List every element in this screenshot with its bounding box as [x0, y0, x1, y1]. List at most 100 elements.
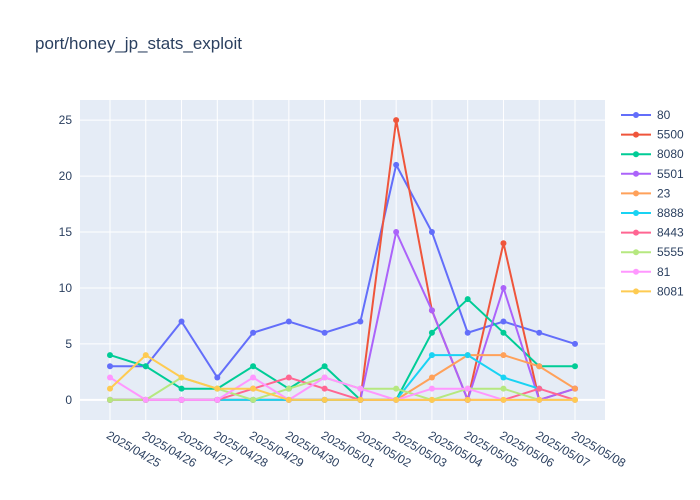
series-points: [107, 117, 578, 403]
data-point-port-8888[interactable]: [428, 352, 435, 359]
legend-item-port-5555[interactable]: 5555: [621, 245, 684, 259]
data-point-port-81[interactable]: [142, 396, 149, 403]
legend-swatch-marker: [633, 249, 639, 256]
data-point-port-80[interactable]: [107, 363, 113, 370]
data-point-port-8080[interactable]: [250, 363, 257, 370]
data-point-port-5501[interactable]: [500, 284, 507, 291]
data-point-port-8081[interactable]: [285, 396, 292, 403]
legend-swatch-marker: [633, 229, 639, 236]
data-point-port-8443[interactable]: [285, 374, 292, 381]
data-point-port-81[interactable]: [178, 396, 185, 403]
data-point-port-81[interactable]: [464, 385, 471, 392]
data-point-port-80[interactable]: [285, 318, 292, 325]
data-point-port-81[interactable]: [214, 396, 221, 403]
data-point-port-8080[interactable]: [321, 363, 328, 370]
data-point-port-5555[interactable]: [107, 396, 113, 403]
data-point-port-5501[interactable]: [393, 229, 400, 236]
y-tick-label: 5: [65, 337, 72, 351]
data-point-port-23[interactable]: [428, 374, 435, 381]
data-point-port-8080[interactable]: [500, 329, 507, 336]
legend-swatch-marker: [633, 210, 639, 216]
legend-item-port-8080[interactable]: 8080: [621, 147, 684, 161]
legend-label: 8443: [657, 226, 684, 240]
data-point-port-8080[interactable]: [428, 329, 435, 336]
data-point-port-81[interactable]: [428, 385, 435, 392]
data-point-port-8081[interactable]: [107, 385, 113, 392]
data-point-port-8888[interactable]: [464, 352, 471, 359]
data-point-port-8888[interactable]: [500, 374, 507, 381]
data-point-port-5501[interactable]: [428, 307, 435, 314]
data-point-port-5500[interactable]: [500, 240, 507, 247]
data-point-port-80[interactable]: [536, 329, 543, 336]
legend-item-port-8888[interactable]: 8888: [621, 206, 684, 220]
data-point-port-8443[interactable]: [536, 385, 543, 392]
data-point-port-8081[interactable]: [536, 396, 543, 403]
data-point-port-5500[interactable]: [393, 117, 400, 124]
legend-label: 5500: [657, 128, 684, 142]
data-point-port-80[interactable]: [428, 229, 435, 236]
legend-item-port-5500[interactable]: 5500: [621, 128, 684, 142]
legend-item-port-23[interactable]: 23: [621, 186, 671, 200]
data-point-port-80[interactable]: [500, 318, 507, 325]
data-point-port-8081[interactable]: [357, 396, 364, 403]
data-point-port-8081[interactable]: [393, 396, 400, 403]
data-point-port-80[interactable]: [178, 318, 185, 325]
data-point-port-8081[interactable]: [250, 385, 257, 392]
legend-item-port-5501[interactable]: 5501: [621, 167, 684, 181]
data-point-port-5555[interactable]: [250, 396, 257, 403]
data-point-port-81[interactable]: [250, 374, 257, 381]
data-point-port-8443[interactable]: [321, 385, 328, 392]
data-point-port-8081[interactable]: [178, 374, 185, 381]
data-point-port-8080[interactable]: [142, 363, 149, 370]
data-point-port-23[interactable]: [500, 352, 507, 359]
data-point-port-8080[interactable]: [464, 296, 471, 303]
data-point-port-8081[interactable]: [142, 352, 149, 359]
data-point-port-5555[interactable]: [393, 385, 400, 392]
legend-label: 80: [657, 108, 671, 122]
data-point-port-23[interactable]: [536, 363, 543, 370]
data-point-port-23[interactable]: [572, 385, 578, 392]
data-point-port-81[interactable]: [107, 374, 113, 381]
data-point-port-8080[interactable]: [107, 352, 113, 359]
legend[interactable]: 80 5500 8080 5501 23 8888 8443 5555 81 8081: [621, 108, 684, 298]
data-point-port-8081[interactable]: [214, 385, 221, 392]
data-point-port-81[interactable]: [357, 385, 364, 392]
data-point-port-80[interactable]: [464, 329, 471, 336]
legend-item-port-8443[interactable]: 8443: [621, 226, 684, 240]
legend-label: 5555: [657, 245, 684, 259]
legend-swatch-marker: [633, 112, 639, 118]
y-axis-ticks: 0 5 10 15 20 25: [59, 113, 73, 407]
data-point-port-8080[interactable]: [178, 385, 185, 392]
data-point-port-5555[interactable]: [285, 385, 292, 392]
data-point-port-8081[interactable]: [464, 396, 471, 403]
data-point-port-8081[interactable]: [428, 396, 435, 403]
legend-swatch-marker: [633, 131, 639, 138]
data-point-port-80[interactable]: [357, 318, 364, 325]
series-line-port-81: [109, 376, 575, 402]
data-point-port-80[interactable]: [572, 340, 578, 347]
y-tick-label: 25: [59, 113, 73, 127]
legend-label: 5501: [657, 167, 684, 181]
y-tick-label: 20: [59, 169, 73, 183]
data-point-port-8081[interactable]: [321, 396, 328, 403]
y-tick-label: 0: [65, 393, 72, 407]
data-point-port-8080[interactable]: [572, 363, 578, 370]
series-lines: [109, 119, 576, 404]
y-tick-label: 10: [59, 281, 73, 295]
legend-item-port-80[interactable]: 80: [621, 108, 671, 122]
legend-label: 23: [657, 186, 671, 200]
data-point-port-80[interactable]: [321, 329, 328, 336]
data-point-port-8081[interactable]: [500, 396, 507, 403]
legend-swatch-marker: [633, 170, 639, 177]
data-point-port-5555[interactable]: [500, 385, 507, 392]
data-point-port-80[interactable]: [250, 329, 257, 336]
legend-label: 8081: [657, 284, 684, 298]
series-line-port-80: [110, 162, 576, 380]
data-point-port-80[interactable]: [393, 161, 400, 168]
legend-item-port-81[interactable]: 81: [621, 265, 671, 279]
data-point-port-80[interactable]: [214, 374, 221, 381]
legend-item-port-8081[interactable]: 8081: [621, 284, 684, 298]
data-point-port-8081[interactable]: [572, 396, 578, 403]
data-point-port-81[interactable]: [321, 374, 328, 381]
